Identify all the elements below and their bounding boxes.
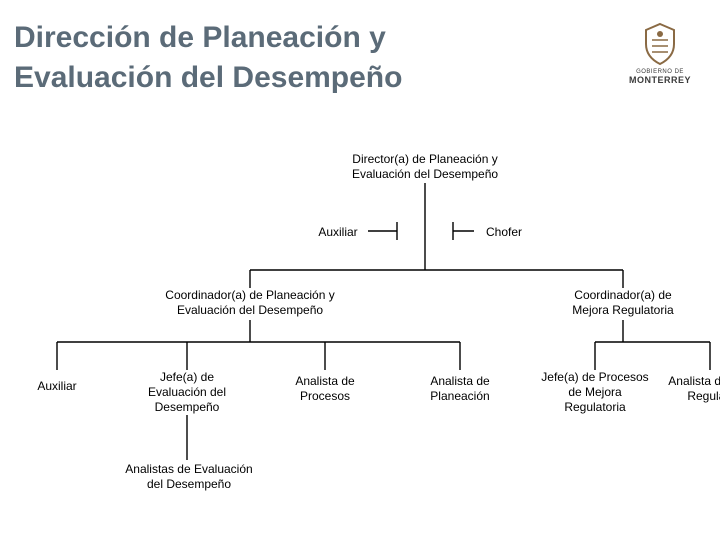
- node-analistas-eval: Analistas de Evaluacióndel Desempeño: [114, 462, 264, 492]
- node-auxiliar-top: Auxiliar: [308, 225, 368, 240]
- node-chofer: Chofer: [474, 225, 534, 240]
- node-analista-procesos: Analista deProcesos: [280, 374, 370, 404]
- logo-label-bottom: MONTERREY: [610, 75, 710, 85]
- page-title: Dirección de Planeación y Evaluación del…: [14, 18, 402, 98]
- node-coord-planeacion: Coordinador(a) de Planeación yEvaluación…: [150, 288, 350, 318]
- node-analista-planeacion: Analista dePlaneación: [415, 374, 505, 404]
- node-jefe-mejora: Jefe(a) de Procesosde MejoraRegulatoria: [535, 370, 655, 415]
- emblem-icon: [640, 22, 680, 66]
- node-jefe-eval: Jefe(a) deEvaluación delDesempeño: [132, 370, 242, 415]
- node-director: Director(a) de Planeación yEvaluación de…: [340, 152, 510, 182]
- node-coord-mejora: Coordinador(a) deMejora Regulatoria: [558, 288, 688, 318]
- node-auxiliar-left: Auxiliar: [27, 379, 87, 394]
- gov-logo: GOBIERNO DE MONTERREY: [610, 22, 710, 85]
- node-analista-mejora: Analista de MejoraRegulatoria: [658, 374, 720, 404]
- page-title-line1: Dirección de Planeación y: [14, 18, 402, 58]
- page-title-line2: Evaluación del Desempeño: [14, 58, 402, 98]
